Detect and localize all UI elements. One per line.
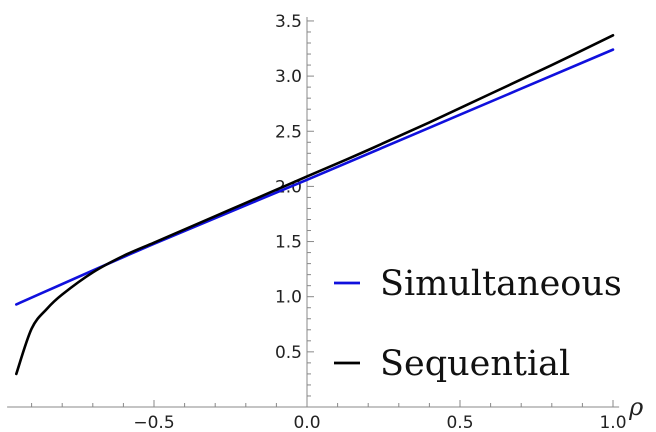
x-axis-title: ρ <box>628 393 643 421</box>
y-tick-label: 3.0 <box>275 67 302 87</box>
x-tick-label: 0.5 <box>446 413 473 432</box>
legend: Simultaneous Sequential <box>334 264 622 384</box>
axes: −0.5 0.0 0.5 1.00.51.01.52.02.53.03.5 <box>7 12 627 432</box>
legend-label-sequential: Sequential <box>380 344 570 384</box>
y-tick-label: 0.5 <box>275 343 302 363</box>
legend-label-simultaneous: Simultaneous <box>380 264 622 304</box>
y-tick-label: 3.5 <box>275 12 302 32</box>
x-tick-label: 1.0 <box>599 413 626 432</box>
series-layer <box>15 33 615 376</box>
y-tick-label: 2.5 <box>275 122 302 142</box>
x-tick-label: −0.5 <box>133 413 174 432</box>
series-line-sequential <box>15 33 615 376</box>
y-tick-label: 1.0 <box>275 288 302 308</box>
y-tick-label: 1.5 <box>275 233 302 253</box>
x-tick-label: 0.0 <box>293 413 320 432</box>
